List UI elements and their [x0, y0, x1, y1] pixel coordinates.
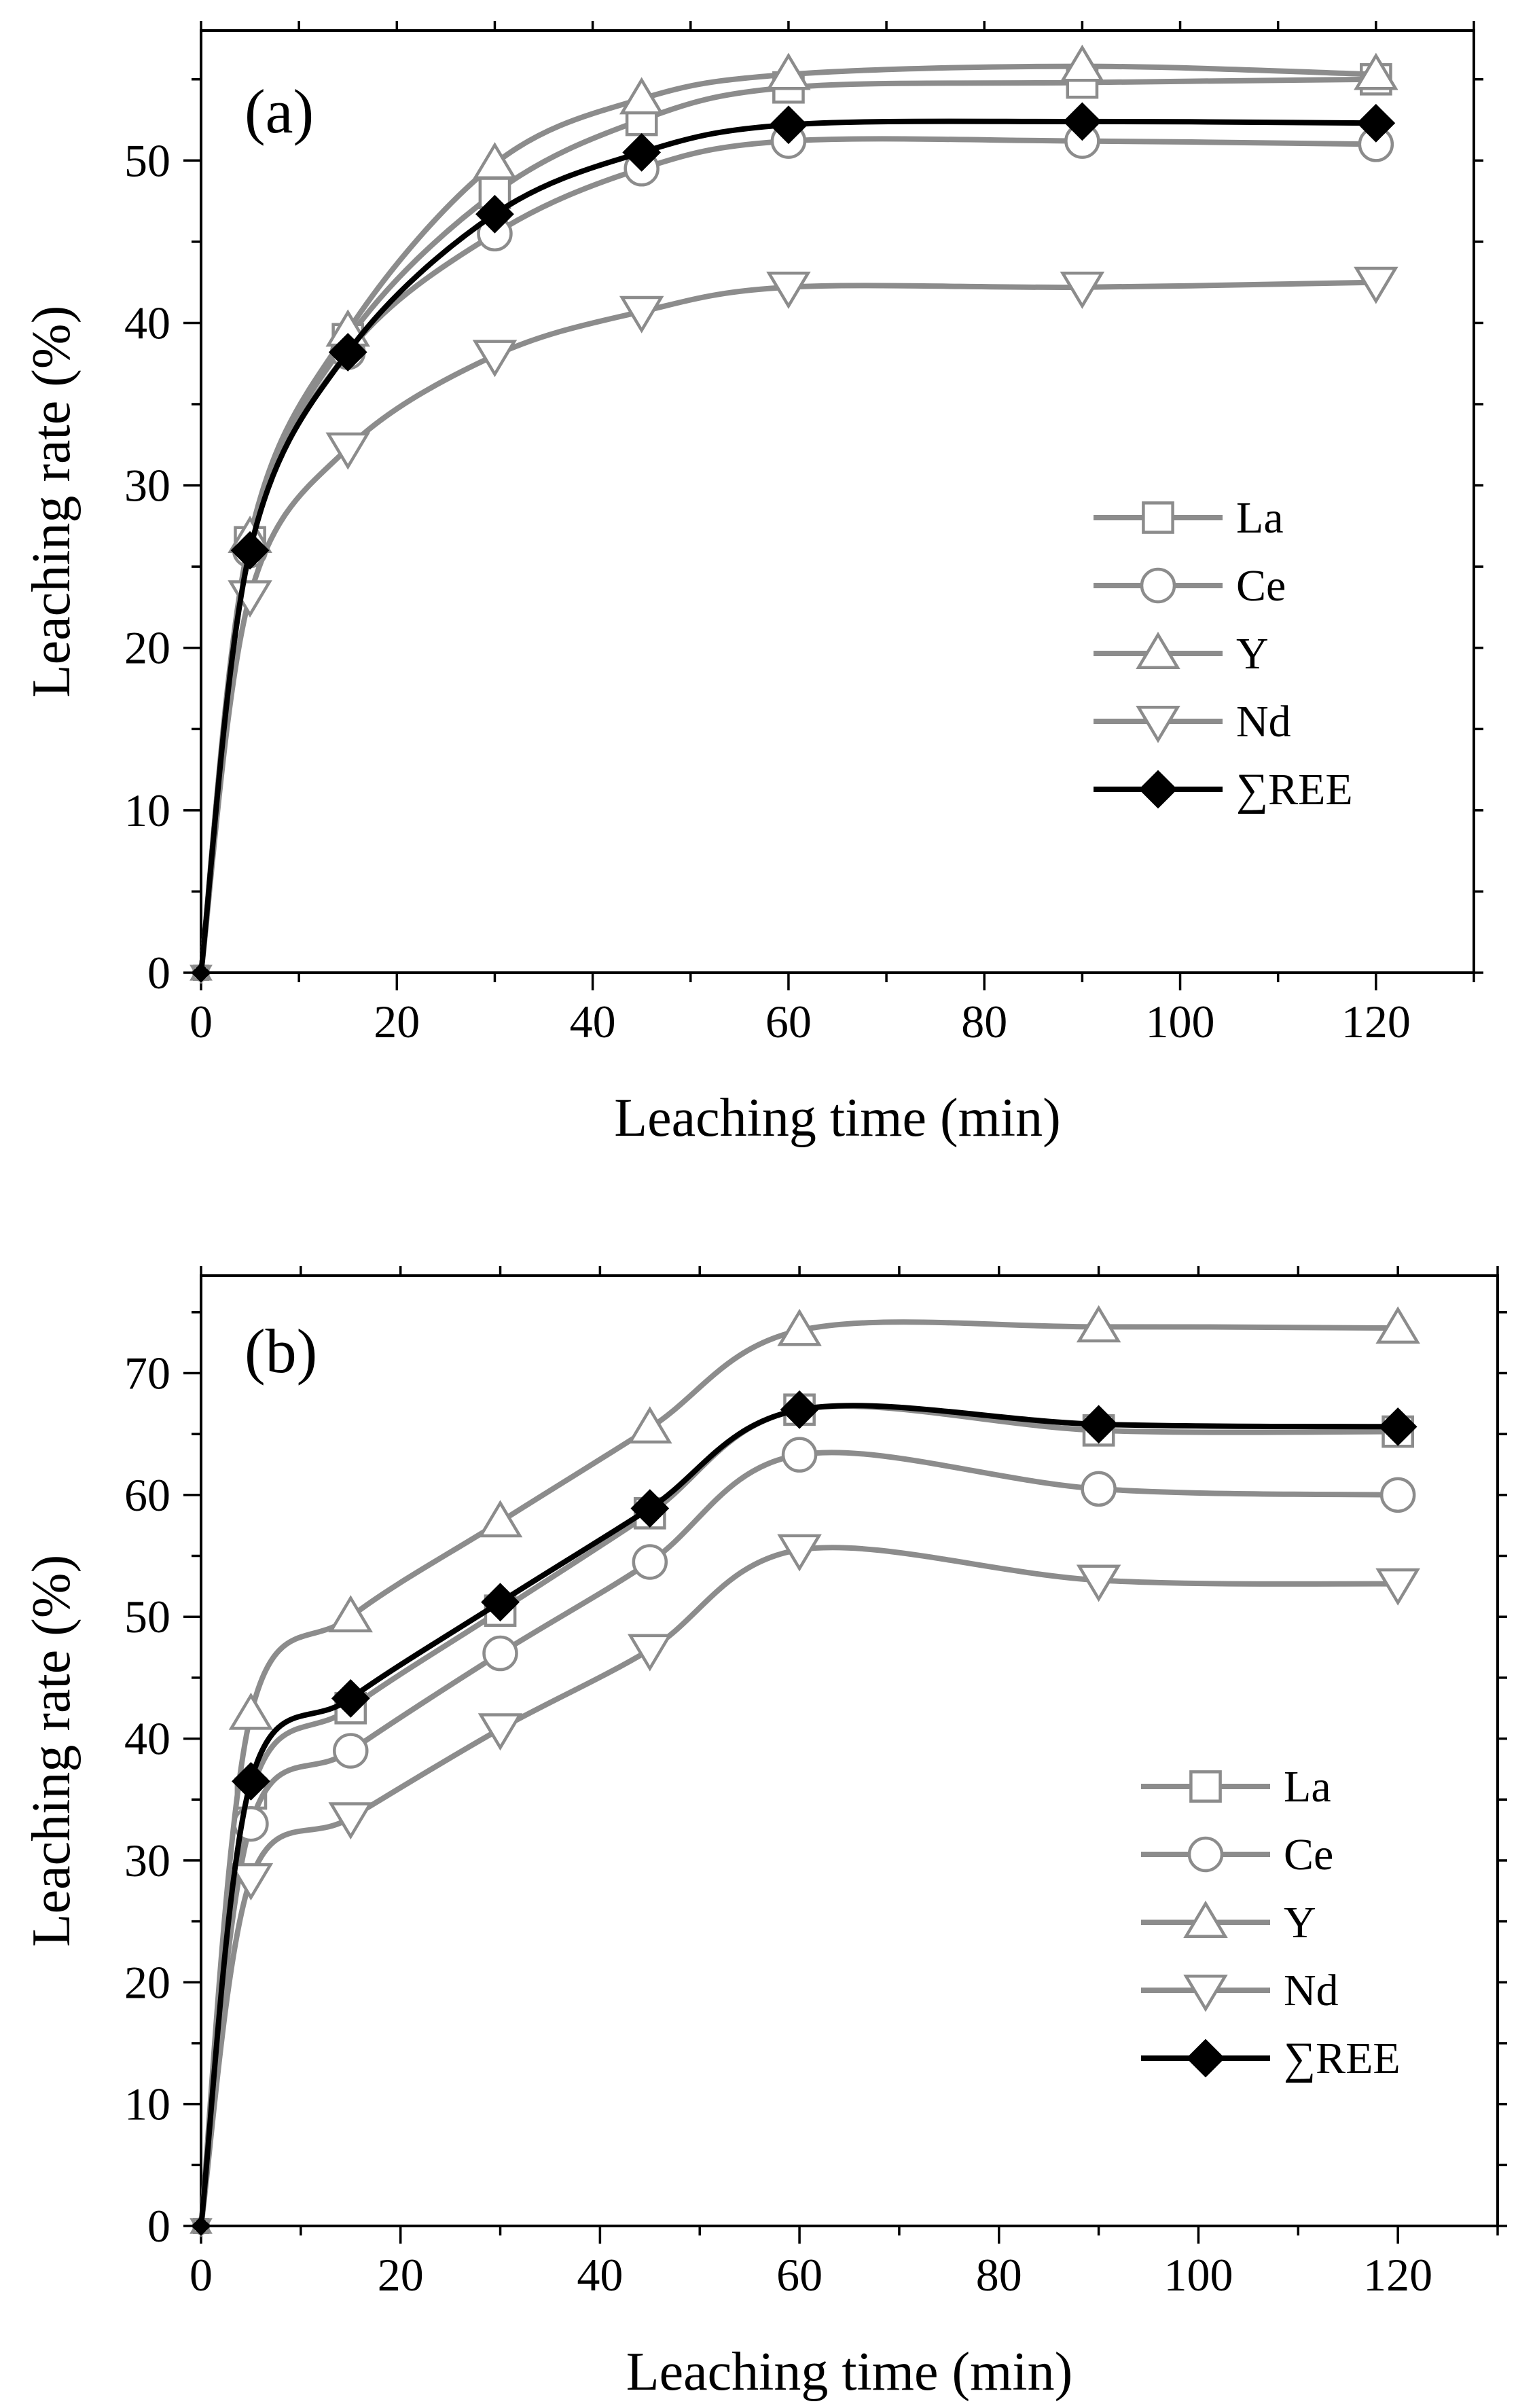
series-line — [198, 136, 1379, 975]
y-tick-label: 20 — [124, 622, 170, 674]
x-axis-title: Leaching time (min) — [614, 1088, 1061, 1148]
legend-label: Nd — [1284, 1966, 1339, 2015]
legend-item: ∑REE — [1094, 765, 1353, 814]
x-tick-label: 100 — [1163, 2249, 1233, 2301]
legend-label: La — [1284, 1762, 1331, 1812]
series-sum-ree — [191, 102, 1396, 983]
series-line — [198, 1319, 1401, 2229]
legend-label: Ce — [1236, 561, 1286, 611]
series-y — [189, 44, 1398, 981]
y-tick-label: 10 — [124, 785, 170, 836]
series-la — [193, 1393, 1415, 2234]
legend-label: Nd — [1236, 697, 1291, 747]
legend-label: ∑REE — [1284, 2034, 1401, 2083]
y-tick-label: 0 — [147, 2200, 170, 2252]
series-line — [198, 1545, 1401, 2229]
series-line — [198, 76, 1379, 975]
series-ce — [192, 1437, 1416, 2235]
x-tick-label: 20 — [378, 2249, 424, 2301]
x-tick-label: 60 — [765, 996, 812, 1047]
x-tick-label: 80 — [961, 996, 1007, 1047]
x-axis-title: Leaching time (min) — [626, 2342, 1073, 2402]
y-axis-title: Leaching rate (%) — [22, 1555, 82, 1947]
series-ce — [192, 123, 1394, 982]
legend-label: Y — [1236, 629, 1269, 679]
plot-frame — [200, 29, 1475, 974]
x-tick-label: 100 — [1146, 996, 1215, 1047]
series-line — [198, 118, 1379, 975]
y-tick-label: 30 — [124, 1835, 170, 1886]
panel-label: (b) — [245, 1316, 317, 1386]
legend: La Ce Y Nd ∑REE — [1094, 493, 1353, 814]
x-axis: 0 20 40 60 80 100 120 — [189, 21, 1475, 1047]
y-tick-label: 20 — [124, 1956, 170, 2008]
y-tick-label: 50 — [124, 1591, 170, 1642]
series-y — [189, 1305, 1420, 2234]
series-line — [198, 1403, 1401, 2229]
series-line — [198, 279, 1379, 975]
series-line — [198, 1403, 1401, 2229]
legend-item: Nd — [1141, 1966, 1339, 2015]
x-tick-label: 120 — [1341, 996, 1411, 1047]
x-tick-label: 80 — [976, 2249, 1022, 2301]
y-tick-label: 50 — [124, 134, 170, 186]
series-nd — [189, 266, 1398, 984]
y-axis: 0 10 20 30 40 50 — [124, 77, 1483, 999]
plot-frame — [200, 1274, 1499, 2227]
x-tick-label: 40 — [577, 2249, 623, 2301]
x-axis: 0 20 40 60 80 100 120 — [189, 1266, 1499, 2301]
x-tick-label: 120 — [1363, 2249, 1432, 2301]
legend-label: La — [1236, 493, 1284, 543]
y-tick-label: 10 — [124, 2079, 170, 2130]
y-axis-title: Leaching rate (%) — [22, 306, 82, 698]
legend-item: Ce — [1141, 1830, 1333, 1880]
y-tick-label: 30 — [124, 460, 170, 511]
panel-label: (a) — [245, 77, 314, 146]
series-sum-ree — [191, 1390, 1417, 2236]
y-tick-label: 60 — [124, 1469, 170, 1521]
legend-item: Y — [1141, 1898, 1316, 1947]
legend-label: ∑REE — [1236, 765, 1353, 814]
legend-item: Ce — [1094, 561, 1286, 611]
y-tick-label: 40 — [124, 1713, 170, 1765]
x-tick-label: 0 — [189, 2249, 213, 2301]
legend-label: Y — [1284, 1898, 1316, 1947]
legend-item: La — [1094, 493, 1284, 543]
legend-item: Nd — [1094, 697, 1291, 747]
y-tick-label: 0 — [147, 947, 170, 999]
x-tick-label: 20 — [374, 996, 420, 1047]
series-nd — [189, 1534, 1420, 2238]
legend-item: Y — [1094, 629, 1269, 679]
legend: La Ce Y Nd ∑REE — [1141, 1762, 1401, 2083]
x-tick-label: 60 — [776, 2249, 823, 2301]
x-tick-label: 40 — [570, 996, 616, 1047]
y-axis: 0 10 20 30 40 50 60 70 — [124, 1311, 1507, 2252]
legend-item: ∑REE — [1141, 2034, 1401, 2083]
y-tick-label: 40 — [124, 297, 170, 348]
chart-panel-a: 0 20 40 60 80 100 120 0 10 20 30 40 50 Leaching time … — [22, 21, 1483, 1148]
x-tick-label: 0 — [189, 996, 213, 1047]
y-tick-label: 70 — [124, 1347, 170, 1399]
series-la — [193, 62, 1392, 981]
legend-item: La — [1141, 1762, 1331, 1812]
chart-panel-b: 0 20 40 60 80 100 120 0 10 20 30 40 50 60 70 Leaching t… — [22, 1266, 1507, 2402]
legend-label: Ce — [1284, 1830, 1333, 1880]
